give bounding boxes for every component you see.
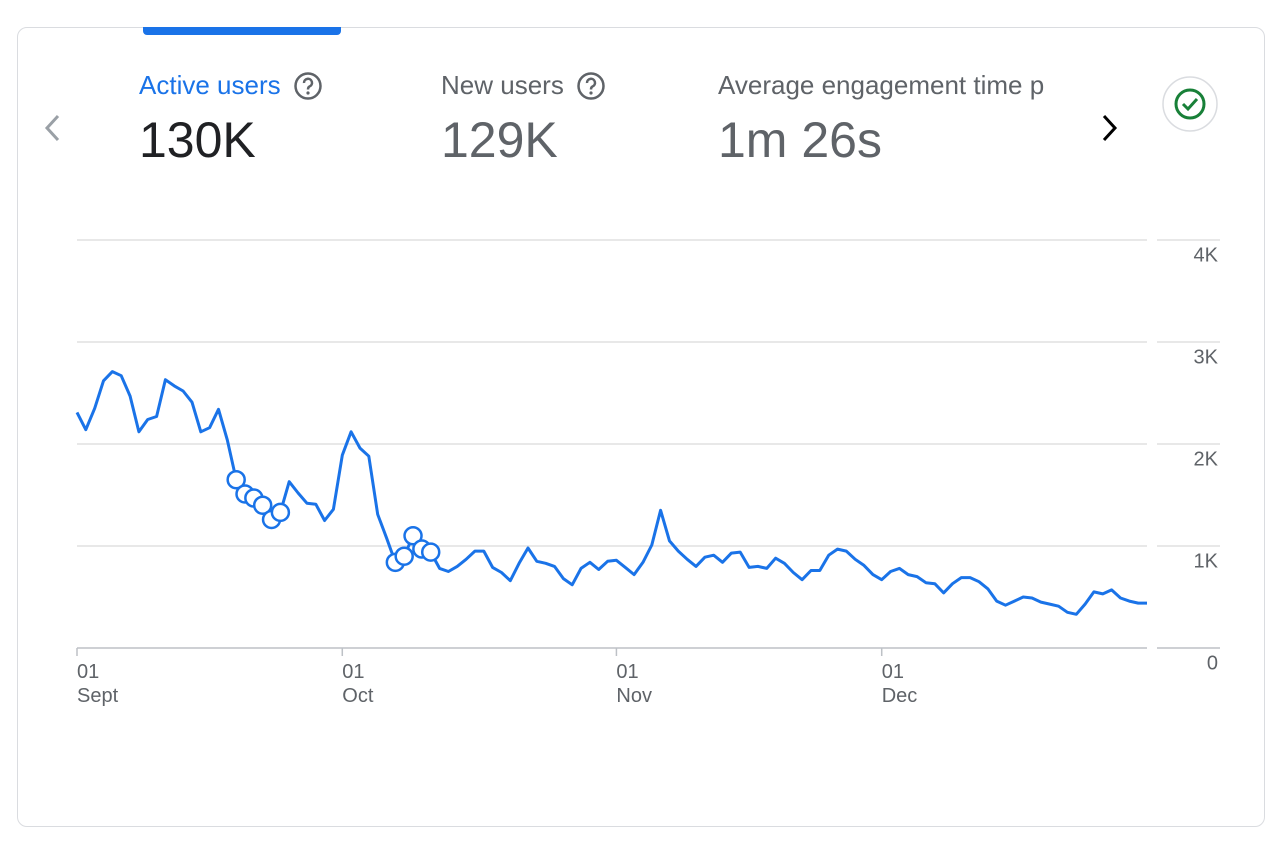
x-tick-label: 01 Oct [342,661,374,707]
tab-label: Average engagement time p [718,70,1045,100]
y-tick-label: 0 [1207,652,1218,674]
help-icon[interactable] [293,71,323,101]
y-tick-label: 2K [1194,448,1219,470]
anomaly-marker [420,542,441,562]
tab[interactable]: Average engagement time p 1m 26s [718,70,1076,169]
y-tick-label: 4K [1194,244,1219,266]
tab-value: 129K [441,112,558,168]
tab-value: 130K [139,112,256,168]
help-icon[interactable] [576,71,606,101]
tab[interactable]: Active users 130K [139,70,323,169]
tab-label: New users [441,70,564,100]
tab-label: Active users [139,70,281,100]
anomaly-marker [394,546,414,566]
card [17,27,1265,827]
tab[interactable]: New users 129K [441,70,606,169]
status-icon[interactable] [1161,75,1219,133]
x-tick-label: 01 Dec [881,661,918,707]
tab-value: 1m 26s [718,112,882,168]
anomaly-marker [252,495,273,515]
x-tick-label: 01 Sept [77,661,119,707]
y-tick-label: 3K [1194,346,1219,368]
next-button[interactable] [1096,110,1126,146]
y-tick-label: 1K [1194,550,1219,572]
tab-indicator [143,27,341,35]
anomaly-marker [270,502,291,523]
anomaly-marker [226,469,246,490]
prev-button[interactable] [38,110,68,146]
x-tick-label: 01 Nov [616,661,652,707]
anomaly-marker [403,526,423,546]
